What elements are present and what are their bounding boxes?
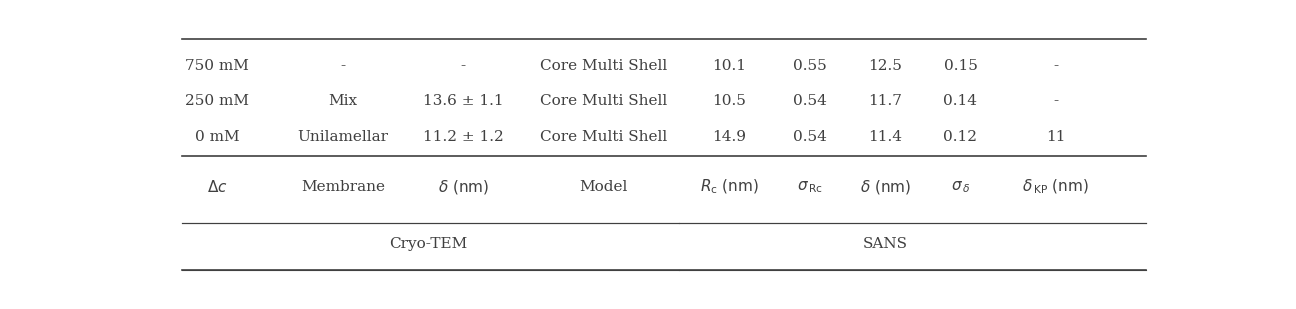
Text: $R_\mathrm{c}$ (nm): $R_\mathrm{c}$ (nm) — [700, 178, 759, 196]
Text: $\Delta c$: $\Delta c$ — [207, 179, 228, 195]
Text: 750 mM: 750 mM — [185, 59, 249, 73]
Text: 0.15: 0.15 — [943, 59, 977, 73]
Text: $\sigma_{\,\delta}$: $\sigma_{\,\delta}$ — [951, 179, 971, 195]
Text: Mix: Mix — [328, 94, 358, 108]
Text: 14.9: 14.9 — [713, 130, 746, 144]
Text: $\sigma_{\,\mathrm{Rc}}$: $\sigma_{\,\mathrm{Rc}}$ — [797, 179, 823, 195]
Text: 0.12: 0.12 — [943, 130, 977, 144]
Text: 0.54: 0.54 — [793, 130, 827, 144]
Text: -: - — [461, 59, 465, 73]
Text: 0.14: 0.14 — [943, 94, 977, 108]
Text: 10.1: 10.1 — [713, 59, 746, 73]
Text: $\delta$ (nm): $\delta$ (nm) — [438, 178, 489, 196]
Text: $\delta_{\,\mathrm{KP}}$ (nm): $\delta_{\,\mathrm{KP}}$ (nm) — [1023, 178, 1090, 196]
Text: -: - — [1054, 59, 1059, 73]
Text: SANS: SANS — [863, 237, 907, 251]
Text: 11.4: 11.4 — [868, 130, 902, 144]
Text: 0 mM: 0 mM — [194, 130, 240, 144]
Text: 11.2 ± 1.2: 11.2 ± 1.2 — [422, 130, 504, 144]
Text: $\delta$ (nm): $\delta$ (nm) — [859, 178, 911, 196]
Text: Core Multi Shell: Core Multi Shell — [540, 130, 667, 144]
Text: 12.5: 12.5 — [868, 59, 902, 73]
Text: -: - — [1054, 94, 1059, 108]
Text: Cryo-TEM: Cryo-TEM — [389, 237, 468, 251]
Text: 250 mM: 250 mM — [185, 94, 249, 108]
Text: Membrane: Membrane — [301, 180, 385, 194]
Text: 0.55: 0.55 — [793, 59, 827, 73]
Text: 10.5: 10.5 — [713, 94, 746, 108]
Text: 11.7: 11.7 — [868, 94, 902, 108]
Text: 11: 11 — [1046, 130, 1065, 144]
Text: Model: Model — [579, 180, 629, 194]
Text: Unilamellar: Unilamellar — [297, 130, 389, 144]
Text: 13.6 ± 1.1: 13.6 ± 1.1 — [422, 94, 504, 108]
Text: -: - — [341, 59, 345, 73]
Text: 0.54: 0.54 — [793, 94, 827, 108]
Text: Core Multi Shell: Core Multi Shell — [540, 94, 667, 108]
Text: Core Multi Shell: Core Multi Shell — [540, 59, 667, 73]
